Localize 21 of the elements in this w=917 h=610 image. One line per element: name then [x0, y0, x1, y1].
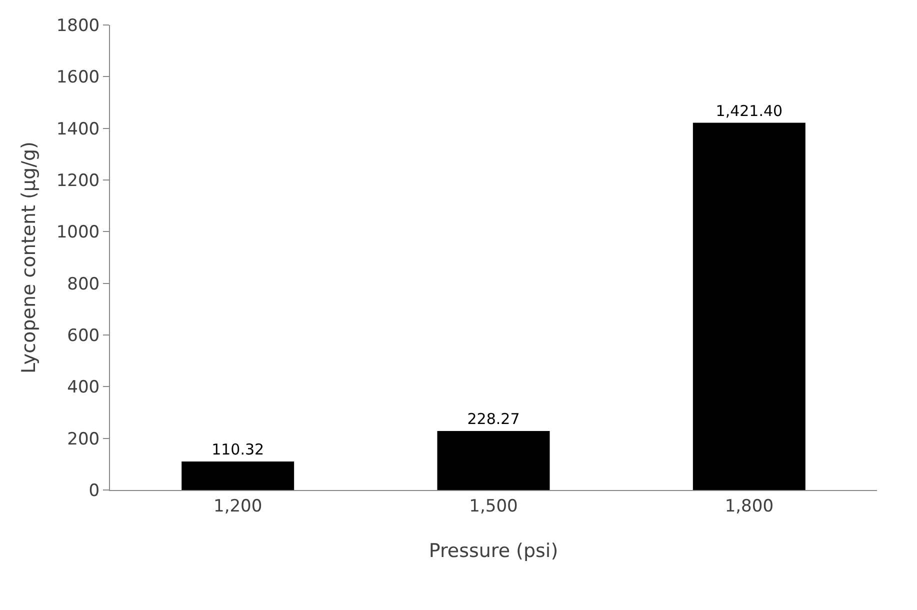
- y-tick-label: 200: [67, 429, 100, 450]
- y-tick-label: 1400: [56, 119, 100, 140]
- bar: [182, 462, 294, 490]
- y-tick-label: 800: [67, 274, 100, 294]
- y-tick-label: 1800: [56, 16, 100, 36]
- data-label: 228.27: [467, 410, 520, 428]
- y-tick-label: 600: [67, 326, 100, 346]
- x-tick-label: 1,800: [724, 496, 774, 516]
- x-axis-title: Pressure (psi): [428, 540, 558, 562]
- y-tick-label: 1600: [56, 68, 100, 88]
- y-tick-label: 1000: [56, 222, 100, 243]
- y-tick-label: 1200: [56, 170, 100, 191]
- y-tick-label: 0: [88, 480, 100, 501]
- bar: [437, 431, 550, 490]
- y-tick-label: 400: [67, 378, 100, 398]
- data-label: 110.32: [212, 440, 264, 458]
- x-tick-label: 1,500: [469, 496, 518, 516]
- bar: [692, 122, 806, 490]
- x-tick-label: 1,200: [213, 496, 262, 516]
- y-axis-title: Lycopene content (µg/g): [18, 142, 40, 374]
- data-label: 1,421.40: [716, 102, 783, 120]
